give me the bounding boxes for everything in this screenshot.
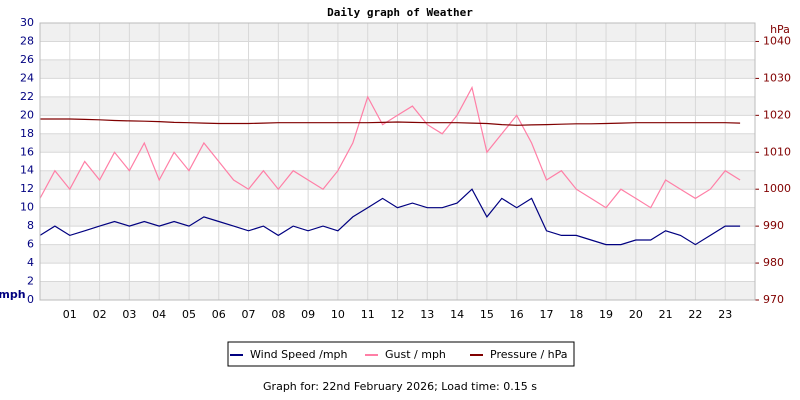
- y-tick-label: 22: [20, 90, 34, 103]
- y-tick-label: 28: [20, 34, 34, 47]
- y-tick-label: 26: [20, 53, 34, 66]
- x-tick-label: 09: [301, 308, 315, 321]
- y-tick-label: 2: [27, 275, 34, 288]
- footer: Graph for: 22nd February 2026; Load time…: [263, 380, 537, 393]
- x-tick-label: 16: [510, 308, 524, 321]
- x-tick-label: 22: [688, 308, 702, 321]
- y2-tick-label: 1040: [763, 34, 791, 47]
- y-tick-label: 0: [27, 293, 34, 306]
- y2-tick-label: 980: [763, 256, 784, 269]
- y2-tick-label: 1000: [763, 182, 791, 195]
- x-tick-label: 20: [629, 308, 643, 321]
- y-tick-label: 12: [20, 182, 34, 195]
- y-tick-label: 8: [27, 219, 34, 232]
- x-tick-label: 15: [480, 308, 494, 321]
- legend-label: Pressure / hPa: [490, 348, 568, 361]
- series-line: [40, 118, 741, 126]
- y2-tick-label: 970: [763, 293, 784, 306]
- x-tick-label: 10: [331, 308, 345, 321]
- x-tick-label: 23: [718, 308, 732, 321]
- x-tick-label: 18: [569, 308, 583, 321]
- y-tick-label: 30: [20, 16, 34, 29]
- y2-tick-label: 1010: [763, 145, 791, 158]
- y-tick-label: 24: [20, 71, 34, 84]
- y-tick-label: 16: [20, 145, 34, 158]
- plot-frame: [39, 22, 756, 301]
- x-tick-label: 07: [242, 308, 256, 321]
- y-tick-label: 10: [20, 201, 34, 214]
- series-line: [39, 85, 741, 209]
- y-axis-label: mph: [0, 288, 26, 301]
- x-tick-label: 05: [182, 308, 196, 321]
- y2-axis-label: hPa: [770, 23, 790, 36]
- y2-tick-label: 1030: [763, 71, 791, 84]
- y-tick-label: 18: [20, 127, 34, 140]
- y2-tick-label: 990: [763, 219, 784, 232]
- chart-title: Daily graph of Weather: [327, 6, 473, 19]
- x-tick-label: 17: [539, 308, 553, 321]
- x-tick-label: 14: [450, 308, 464, 321]
- x-tick-label: 06: [212, 308, 226, 321]
- y-tick-label: 20: [20, 108, 34, 121]
- x-tick-label: 13: [420, 308, 434, 321]
- legend-label: Wind Speed /mph: [250, 348, 348, 361]
- y-tick-label: 6: [27, 238, 34, 251]
- x-tick-label: 21: [659, 308, 673, 321]
- series-line: [39, 188, 741, 246]
- y-tick-label: 4: [27, 256, 34, 269]
- x-tick-label: 02: [93, 308, 107, 321]
- x-tick-label: 11: [361, 308, 375, 321]
- y-tick-label: 14: [20, 164, 34, 177]
- x-tick-label: 19: [599, 308, 613, 321]
- x-tick-label: 03: [122, 308, 136, 321]
- legend-box: [227, 341, 575, 367]
- y2-tick-label: 1020: [763, 108, 791, 121]
- x-tick-label: 08: [271, 308, 285, 321]
- x-tick-label: 01: [63, 308, 77, 321]
- legend-label: Gust / mph: [385, 348, 446, 361]
- x-tick-label: 04: [152, 308, 166, 321]
- x-tick-label: 12: [391, 308, 405, 321]
